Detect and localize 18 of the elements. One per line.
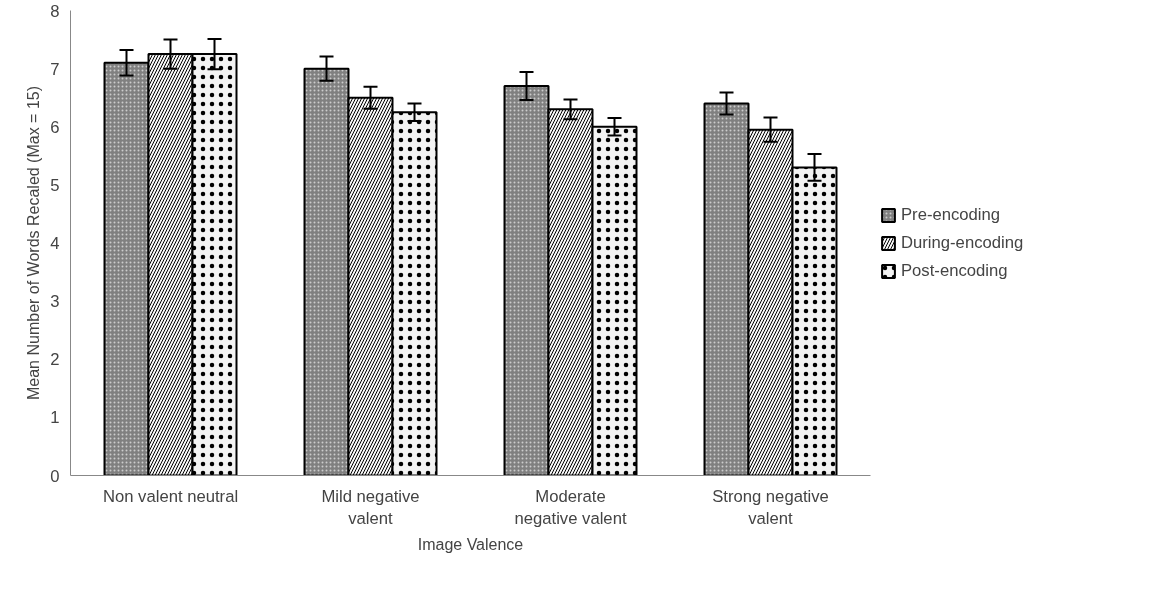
y-tick-label: 1 [50,408,60,428]
y-tick-label: 0 [50,466,60,486]
legend-label: Pre-encoding [901,204,1001,225]
x-tick-label: Non valent neutral [102,486,239,506]
y-tick-label: 6 [50,117,60,137]
y-tick-label: 5 [50,175,60,195]
legend-label: Post-encoding [901,260,1008,281]
x-tick-label: Moderate negative valent [514,486,627,529]
y-tick-label: 2 [50,350,60,370]
legend-label: During-encoding [901,232,1024,253]
y-tick-label: 7 [50,59,60,79]
x-axis-title: Image Valence [417,536,524,554]
y-tick-label: 3 [50,292,60,312]
y-axis-title: Mean Number of Words Recaled (Max = 15) [25,85,43,401]
y-tick-label: 4 [50,234,60,253]
x-tick-label: Strong negative valent [712,486,829,529]
x-tick-label: Mild negative valent [321,486,420,529]
y-tick-label: 8 [50,1,60,21]
